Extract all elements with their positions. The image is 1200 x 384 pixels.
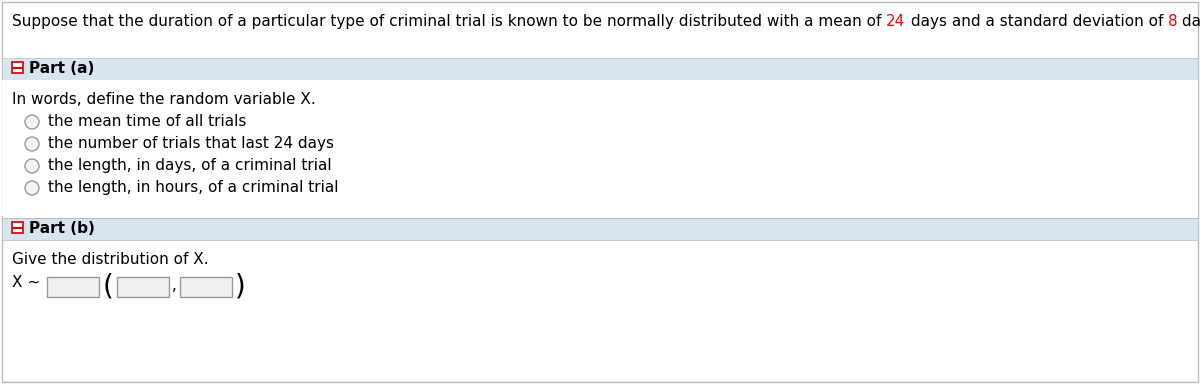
- Text: the mean time of all trials: the mean time of all trials: [48, 114, 246, 129]
- Text: Give the distribution of X.: Give the distribution of X.: [12, 252, 209, 267]
- Circle shape: [25, 115, 38, 129]
- Text: In words, define the random variable X.: In words, define the random variable X.: [12, 92, 316, 107]
- FancyBboxPatch shape: [12, 62, 23, 73]
- FancyBboxPatch shape: [118, 277, 169, 297]
- FancyBboxPatch shape: [2, 58, 1198, 80]
- FancyBboxPatch shape: [12, 222, 23, 233]
- Text: Part (a): Part (a): [29, 61, 95, 76]
- Text: Part (b): Part (b): [29, 221, 95, 236]
- FancyBboxPatch shape: [2, 218, 1198, 240]
- Text: Suppose that the duration of a particular type of criminal trial is known to be : Suppose that the duration of a particula…: [12, 14, 887, 29]
- Text: 24: 24: [887, 14, 906, 29]
- FancyBboxPatch shape: [47, 277, 98, 297]
- Text: ,: ,: [172, 278, 176, 293]
- Circle shape: [25, 137, 38, 151]
- Text: the number of trials that last 24 days: the number of trials that last 24 days: [48, 136, 334, 151]
- Text: days.: days.: [1177, 14, 1200, 29]
- Text: the length, in hours, of a criminal trial: the length, in hours, of a criminal tria…: [48, 180, 338, 195]
- Text: days and a standard deviation of: days and a standard deviation of: [906, 14, 1168, 29]
- FancyBboxPatch shape: [2, 80, 1198, 216]
- Circle shape: [25, 159, 38, 173]
- Text: X ~: X ~: [12, 275, 40, 290]
- Text: (: (: [103, 273, 114, 301]
- Text: the length, in days, of a criminal trial: the length, in days, of a criminal trial: [48, 158, 331, 173]
- Circle shape: [25, 181, 38, 195]
- FancyBboxPatch shape: [180, 277, 232, 297]
- Text: ): ): [235, 273, 246, 301]
- Text: 8: 8: [1168, 14, 1177, 29]
